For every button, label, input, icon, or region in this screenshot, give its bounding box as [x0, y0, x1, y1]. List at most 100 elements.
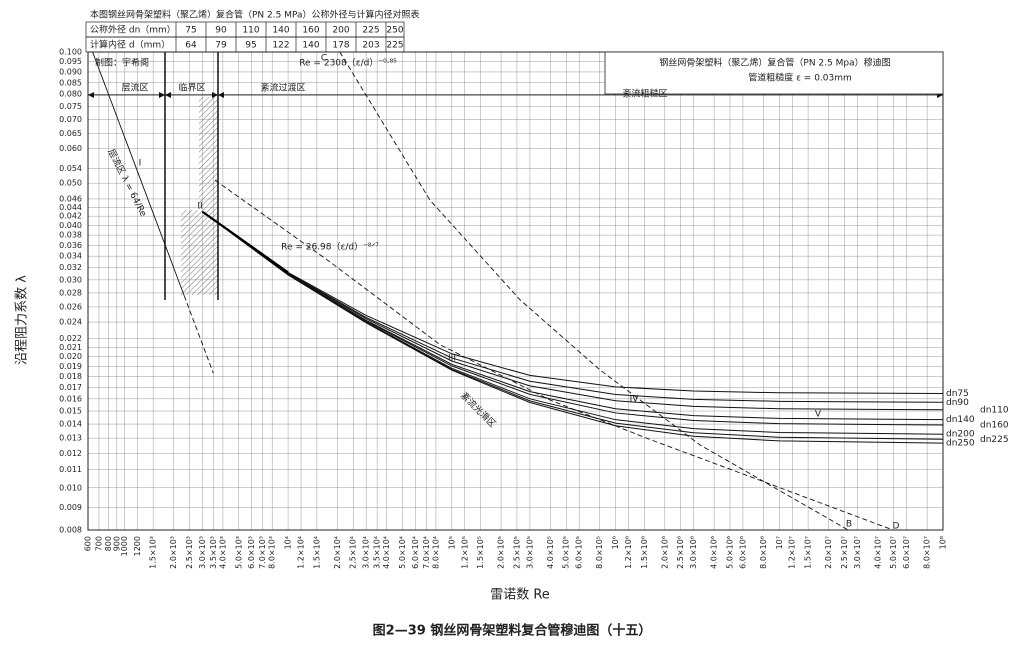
x-tick-label: 1200	[133, 536, 142, 556]
x-tick-label: 6.0×10⁷	[902, 536, 911, 569]
y-tick-label: 0.060	[59, 144, 82, 153]
table-cell: 225	[386, 41, 403, 51]
y-tick-label: 0.040	[59, 221, 82, 230]
annotation: Re = 2308（ε/d）⁻⁰·⁸⁵	[299, 58, 397, 69]
y-tick-label: 0.095	[59, 57, 82, 66]
y-tick-label: 0.050	[59, 179, 82, 188]
y-tick-label: 0.090	[59, 67, 82, 76]
y-tick-label: 0.009	[59, 503, 82, 512]
x-tick-label: 4.0×10³	[218, 536, 227, 569]
x-tick-label: 600	[84, 536, 93, 551]
y-tick-label: 0.065	[59, 129, 82, 138]
y-tick-label: 0.054	[59, 164, 82, 173]
y-tick-label: 0.020	[59, 352, 82, 361]
x-tick-label: 3.0×10³	[198, 536, 207, 569]
x-tick-label: 2.0×10⁵	[497, 536, 506, 569]
y-tick-label: 0.075	[59, 102, 82, 111]
annotation: D	[893, 522, 900, 532]
table-cell: 160	[302, 26, 319, 36]
x-tick-label: 10⁶	[611, 536, 620, 549]
x-tick-label: 6.0×10⁴	[411, 536, 420, 569]
x-tick-label: 2.5×10⁷	[840, 536, 849, 569]
x-tick-label: 4.0×10⁴	[382, 536, 391, 569]
y-tick-label: 0.080	[59, 90, 82, 99]
table-cell: 203	[362, 41, 379, 51]
x-tick-label: 3.5×10⁴	[373, 536, 382, 569]
x-tick-label: 5.0×10⁵	[562, 536, 571, 569]
x-tick-label: 10⁵	[447, 536, 456, 549]
y-tick-label: 0.014	[59, 420, 82, 429]
legend-label: dn200	[946, 430, 975, 440]
x-tick-label: 2.0×10⁷	[824, 536, 833, 569]
x-tick-label: 1.5×10³	[149, 536, 158, 569]
x-tick-label: 3.0×10⁶	[689, 536, 698, 569]
table-cell: 79	[215, 41, 227, 51]
y-tick-label: 0.012	[59, 449, 82, 458]
table-cell: 250	[386, 26, 403, 36]
reference-line	[92, 51, 185, 296]
y-tick-label: 0.085	[59, 78, 82, 87]
legend-label: dn250	[946, 439, 975, 449]
series-line	[202, 211, 944, 426]
x-tick-label: 8.0×10⁵	[595, 536, 604, 569]
y-tick-label: 0.026	[59, 302, 82, 311]
reference-line	[339, 51, 849, 531]
legend-label: dn160	[980, 421, 1009, 431]
x-axis-label: 雷诺数 Re	[490, 588, 550, 603]
table-row	[85, 36, 405, 53]
x-tick-label: 1.5×10⁵	[476, 536, 485, 569]
x-tick-label: 1.2×10⁷	[788, 536, 797, 569]
x-tick-label: 700	[94, 536, 103, 551]
table-cell: 64	[185, 41, 197, 51]
x-tick-label: 7.0×10³	[258, 536, 267, 569]
y-tick-label: 0.044	[59, 203, 82, 212]
table-cell: 140	[272, 26, 289, 36]
series-line	[202, 211, 944, 403]
table-cell: 90	[215, 26, 227, 36]
chart-title: 钢丝网骨架塑料（聚乙烯）复合管（PN 2.5 Mpa）穆迪图	[659, 57, 890, 69]
x-tick-label: 5.0×10⁷	[889, 536, 898, 569]
y-tick-label: 0.011	[59, 465, 82, 474]
x-tick-label: 3.0×10⁷	[853, 536, 862, 569]
reference-line	[214, 179, 894, 531]
arrow-head	[88, 92, 94, 98]
hatch-area	[181, 210, 199, 295]
legend-label: dn225	[980, 435, 1009, 445]
x-tick-label: 1.2×10⁴	[297, 536, 306, 569]
x-tick-label: 1.5×10⁷	[804, 536, 813, 569]
x-tick-label: 3.5×10³	[209, 536, 218, 569]
x-tick-label: 800	[104, 536, 113, 551]
x-tick-label: 4.0×10⁷	[873, 536, 882, 569]
x-tick-label: 1.2×10⁵	[460, 536, 469, 569]
annotation: B	[846, 520, 852, 530]
table-cell: 110	[242, 26, 259, 36]
thick-start	[201, 210, 289, 274]
table-cell: 95	[245, 41, 256, 51]
y-tick-label: 0.032	[59, 263, 82, 272]
legend-label: dn110	[980, 405, 1009, 415]
annotation: V	[815, 410, 822, 420]
x-tick-label: 5.0×10³	[234, 536, 243, 569]
annotation: 层流区	[121, 82, 148, 94]
y-tick-label: 0.070	[59, 115, 82, 124]
series-line	[202, 211, 944, 411]
annotation: 临界区	[178, 82, 205, 94]
x-tick-label: 1.5×10⁶	[640, 536, 649, 569]
annotation: IV	[630, 395, 640, 405]
table-cell: 225	[362, 26, 379, 36]
x-tick-label: 2.5×10³	[185, 536, 194, 569]
x-tick-label: 5.0×10⁶	[725, 536, 734, 569]
x-tick-label: 8.0×10³	[268, 536, 277, 569]
x-tick-label: 4.0×10⁵	[546, 536, 555, 569]
table-cell: 122	[272, 41, 289, 51]
x-tick-label: 2.0×10⁴	[333, 536, 342, 569]
y-tick-label: 0.019	[59, 362, 82, 371]
annotation: C	[321, 54, 327, 64]
annotation: Re = 26.98（ε/d）⁻⁸ᐟ⁷	[281, 242, 379, 253]
y-tick-label: 0.038	[59, 231, 82, 240]
y-tick-label: 0.036	[59, 241, 82, 250]
x-tick-label: 2.0×10⁶	[660, 536, 669, 569]
table-cell: 178	[332, 41, 349, 51]
x-tick-label: 8.0×10⁴	[431, 536, 440, 569]
